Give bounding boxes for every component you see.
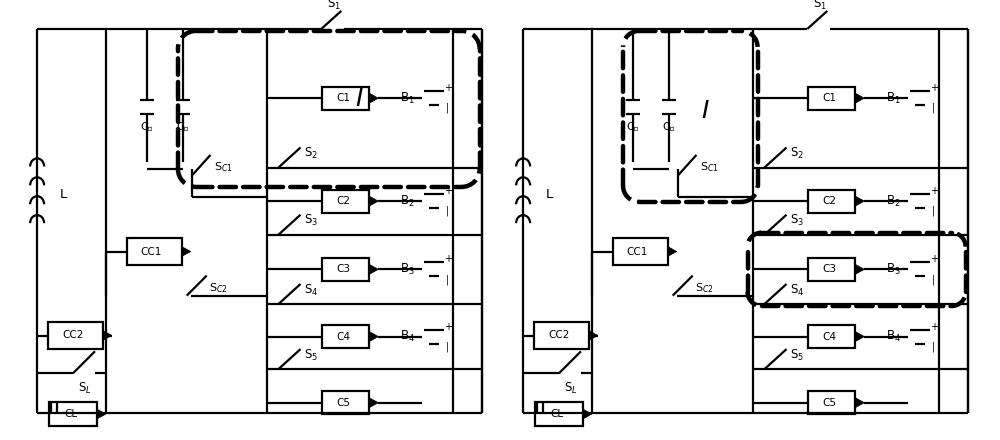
Text: |: |	[446, 206, 449, 216]
Bar	[535, 403, 583, 425]
Bar	[808, 258, 855, 281]
Text: L: L	[60, 188, 67, 201]
Bar	[808, 391, 855, 414]
Text: C1: C1	[822, 93, 836, 103]
Text: C3: C3	[822, 264, 836, 275]
Text: S$_5$: S$_5$	[304, 348, 318, 363]
Text: B$_2$: B$_2$	[886, 194, 901, 209]
Text: S$_1$: S$_1$	[327, 0, 341, 12]
Polygon shape	[369, 264, 378, 274]
Text: C2: C2	[336, 196, 350, 206]
Bar	[808, 190, 855, 213]
Text: C4: C4	[336, 332, 350, 341]
Polygon shape	[103, 330, 112, 341]
Text: |: |	[932, 274, 935, 285]
Text: B$_1$: B$_1$	[886, 91, 901, 106]
Text: S$_1$: S$_1$	[813, 0, 827, 12]
Text: CL: CL	[550, 409, 563, 419]
Text: C2: C2	[822, 196, 836, 206]
Text: |: |	[932, 103, 935, 114]
Text: CL: CL	[64, 409, 77, 419]
Text: C4: C4	[822, 332, 836, 341]
Text: B$_4$: B$_4$	[400, 329, 415, 344]
Text: |: |	[446, 274, 449, 285]
Text: S$_5$: S$_5$	[790, 348, 804, 363]
Polygon shape	[855, 264, 864, 274]
Polygon shape	[855, 332, 864, 341]
Text: +: +	[444, 83, 452, 93]
Text: CC2: CC2	[62, 330, 83, 341]
Polygon shape	[369, 332, 378, 341]
Text: S$_{C1}$: S$_{C1}$	[214, 160, 233, 174]
Text: CC2: CC2	[548, 330, 569, 341]
Text: +: +	[444, 254, 452, 264]
Polygon shape	[855, 196, 864, 206]
Text: +: +	[930, 254, 938, 264]
Text: CC1: CC1	[141, 246, 162, 257]
Text: |: |	[932, 206, 935, 216]
Polygon shape	[583, 409, 592, 419]
Polygon shape	[97, 409, 106, 419]
Bar	[48, 322, 103, 349]
Polygon shape	[369, 398, 378, 407]
Text: B$_3$: B$_3$	[400, 262, 415, 277]
Text: I: I	[355, 87, 362, 111]
Bar	[808, 87, 855, 110]
Bar	[808, 325, 855, 348]
Polygon shape	[369, 93, 378, 103]
Text: C$_{奇}$: C$_{奇}$	[662, 121, 676, 135]
Text: S$_2$: S$_2$	[304, 146, 318, 161]
Text: C$_{奇}$: C$_{奇}$	[176, 121, 190, 135]
Text: +: +	[444, 322, 452, 332]
Text: S$_L$: S$_L$	[564, 381, 578, 396]
Text: C1: C1	[336, 93, 350, 103]
Text: B$_4$: B$_4$	[886, 329, 901, 344]
Text: S$_3$: S$_3$	[304, 213, 318, 228]
Polygon shape	[589, 330, 598, 341]
Text: B$_2$: B$_2$	[400, 194, 415, 209]
Text: |: |	[932, 341, 935, 352]
Bar	[322, 190, 369, 213]
Text: +: +	[930, 83, 938, 93]
Text: C$_{偶}$: C$_{偶}$	[626, 121, 640, 135]
Text: S$_4$: S$_4$	[790, 282, 804, 297]
Bar	[534, 322, 589, 349]
Text: |: |	[446, 103, 449, 114]
Polygon shape	[668, 246, 677, 257]
Text: C5: C5	[822, 398, 836, 408]
Bar	[322, 258, 369, 281]
Text: +: +	[930, 186, 938, 196]
Text: L: L	[546, 188, 553, 201]
Bar	[322, 391, 369, 414]
Text: S$_3$: S$_3$	[790, 213, 804, 228]
Text: |: |	[446, 341, 449, 352]
Text: C$_{偶}$: C$_{偶}$	[140, 121, 154, 135]
Text: S$_{C1}$: S$_{C1}$	[700, 160, 719, 174]
Polygon shape	[855, 398, 864, 407]
Text: +: +	[444, 186, 452, 196]
Text: S$_{C2}$: S$_{C2}$	[695, 281, 713, 294]
Bar	[49, 403, 97, 425]
Bar	[322, 87, 369, 110]
Bar	[127, 238, 182, 265]
Text: I: I	[702, 99, 709, 123]
Text: C5: C5	[336, 398, 350, 408]
Polygon shape	[182, 246, 191, 257]
Polygon shape	[855, 93, 864, 103]
Text: S$_L$: S$_L$	[78, 381, 92, 396]
Bar	[613, 238, 668, 265]
Text: B$_1$: B$_1$	[400, 91, 415, 106]
Text: S$_{C2}$: S$_{C2}$	[209, 281, 227, 294]
Text: +: +	[930, 322, 938, 332]
Text: B$_3$: B$_3$	[886, 262, 901, 277]
Text: CC1: CC1	[627, 246, 648, 257]
Bar	[322, 325, 369, 348]
Text: S$_2$: S$_2$	[790, 146, 804, 161]
Polygon shape	[369, 196, 378, 206]
Text: S$_4$: S$_4$	[304, 282, 318, 297]
Text: C3: C3	[336, 264, 350, 275]
